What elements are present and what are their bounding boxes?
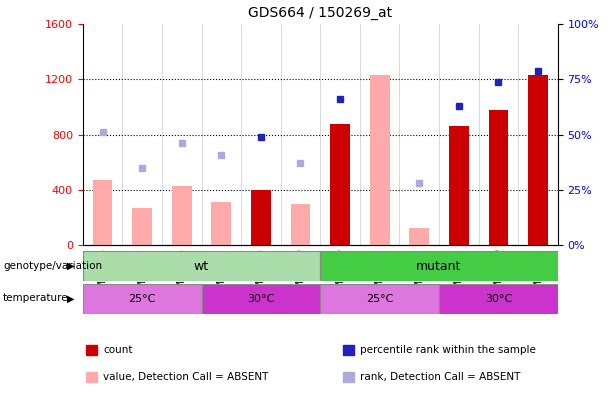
- Text: 25°C: 25°C: [366, 294, 394, 304]
- Bar: [202, 284, 321, 314]
- Bar: [321, 251, 558, 281]
- Text: temperature: temperature: [3, 294, 69, 303]
- Text: count: count: [103, 345, 132, 355]
- Bar: [528, 75, 548, 245]
- Text: percentile rank within the sample: percentile rank within the sample: [360, 345, 536, 355]
- Bar: [449, 126, 469, 245]
- Bar: [93, 180, 112, 245]
- Bar: [370, 75, 390, 245]
- Text: 30°C: 30°C: [247, 294, 275, 304]
- Bar: [291, 204, 310, 245]
- Text: 30°C: 30°C: [485, 294, 512, 304]
- Title: GDS664 / 150269_at: GDS664 / 150269_at: [248, 6, 392, 21]
- Bar: [439, 284, 558, 314]
- Text: value, Detection Call = ABSENT: value, Detection Call = ABSENT: [103, 372, 268, 382]
- Text: ▶: ▶: [67, 261, 75, 271]
- Text: mutant: mutant: [416, 260, 462, 273]
- Bar: [211, 202, 231, 245]
- Text: 25°C: 25°C: [129, 294, 156, 304]
- Bar: [83, 284, 202, 314]
- Bar: [409, 228, 429, 245]
- Bar: [132, 208, 152, 245]
- Text: wt: wt: [194, 260, 209, 273]
- Text: rank, Detection Call = ABSENT: rank, Detection Call = ABSENT: [360, 372, 521, 382]
- Bar: [251, 190, 271, 245]
- Bar: [83, 251, 321, 281]
- Bar: [330, 124, 350, 245]
- Bar: [489, 110, 508, 245]
- Text: ▶: ▶: [67, 294, 75, 303]
- Bar: [172, 186, 192, 245]
- Bar: [321, 284, 439, 314]
- Text: genotype/variation: genotype/variation: [3, 261, 102, 271]
